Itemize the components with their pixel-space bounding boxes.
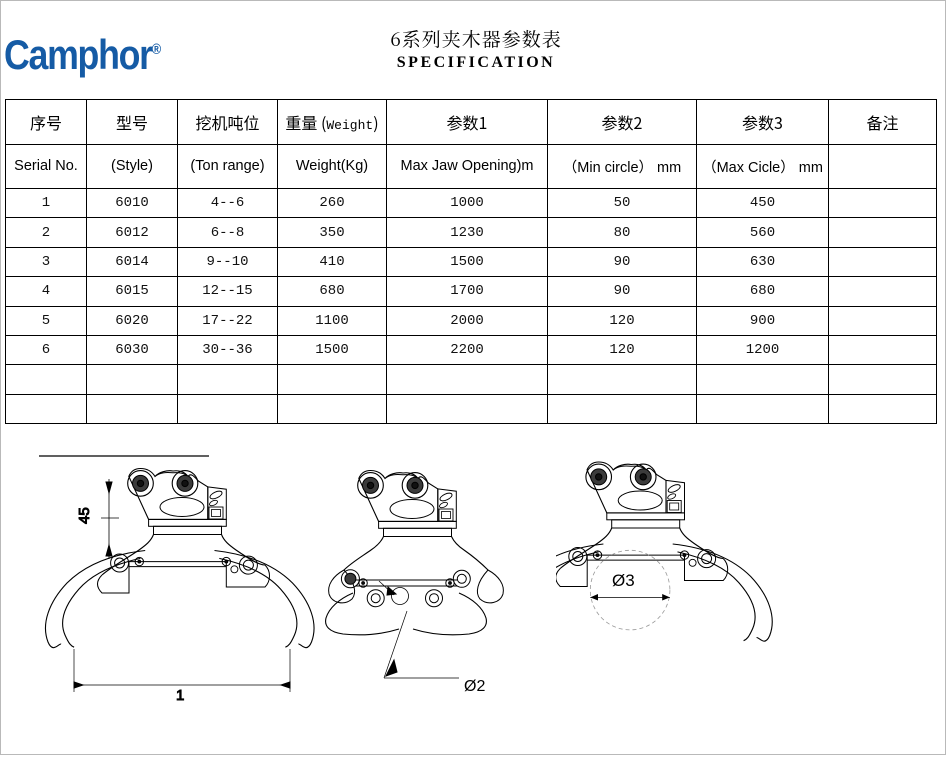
svg-text:45: 45 — [76, 507, 93, 524]
svg-text:1: 1 — [176, 687, 184, 704]
svg-text:Ø2: Ø2 — [464, 678, 485, 695]
svg-text:Ø3: Ø3 — [612, 571, 635, 590]
